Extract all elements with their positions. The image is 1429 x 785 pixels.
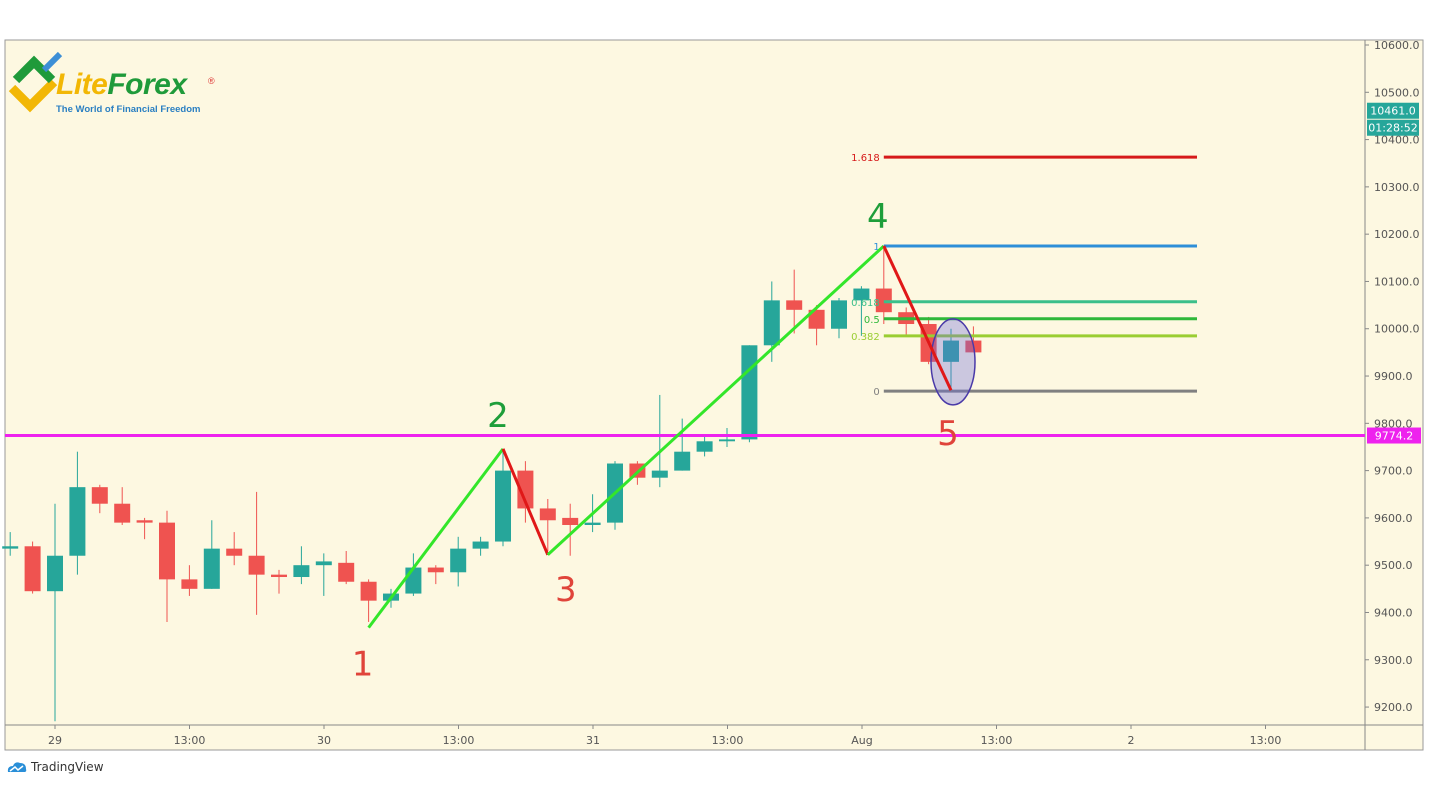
fib-level-label: 1	[873, 242, 879, 253]
time-tick-label: 13:00	[174, 734, 206, 747]
candle-body	[539, 508, 556, 521]
price-tick-label: 9500.0	[1374, 559, 1413, 572]
candle-body	[136, 520, 153, 523]
candle-body	[517, 470, 534, 509]
candle-body	[24, 546, 41, 592]
level-price-label: 9774.2	[1375, 430, 1414, 443]
price-tick-label: 10300.0	[1374, 181, 1420, 194]
candle-body	[315, 561, 332, 566]
candle-body	[674, 451, 691, 471]
wave-label-2: 2	[487, 396, 509, 436]
wave-segment	[501, 448, 550, 556]
candle-body	[562, 517, 579, 525]
candle-body	[584, 522, 601, 525]
fib-level-label: 0	[873, 387, 879, 398]
highlight-ellipse	[930, 318, 976, 406]
candle-body	[360, 581, 377, 601]
chart-background	[4, 39, 1424, 751]
wave-label-4: 4	[867, 197, 889, 237]
countdown-badge	[1367, 119, 1419, 136]
candle-body	[427, 567, 444, 573]
candle-body	[69, 487, 86, 556]
candle-body	[181, 579, 198, 589]
price-tick-label: 10200.0	[1374, 228, 1420, 241]
candle-body	[786, 300, 803, 310]
current-price-label: 10461.0	[1370, 105, 1416, 118]
candle-body	[47, 555, 63, 592]
logo-lite: Lite	[56, 68, 108, 101]
candle-body	[114, 503, 131, 523]
price-tick-label: 9200.0	[1374, 701, 1413, 714]
wave-segment	[882, 245, 953, 391]
candle-body	[159, 522, 175, 580]
tradingview-cloud-icon	[7, 762, 27, 772]
candle-body	[472, 541, 489, 549]
time-tick-label: 13:00	[443, 734, 475, 747]
candle-body	[293, 565, 310, 578]
time-tick-label: 31	[586, 734, 600, 747]
price-tick-label: 9600.0	[1374, 512, 1413, 525]
price-tick-label: 9900.0	[1374, 370, 1413, 383]
price-tick-label: 9800.0	[1374, 417, 1413, 430]
time-tick-label: 30	[317, 734, 331, 747]
candle-body	[651, 470, 668, 478]
wave-segment	[546, 244, 885, 556]
candle-body	[696, 441, 713, 452]
candle-body	[203, 548, 220, 589]
fib-level-label: 1.618	[851, 153, 880, 164]
price-tick-label: 10600.0	[1374, 39, 1420, 52]
candle-body	[741, 345, 758, 440]
fib-level-label: 0.5	[864, 315, 880, 326]
price-tick-label: 10500.0	[1374, 86, 1420, 99]
price-tick-label: 10000.0	[1374, 323, 1420, 336]
price-tick-label: 9400.0	[1374, 606, 1413, 619]
logo-registered: ®	[208, 76, 215, 86]
candle-body	[943, 340, 959, 362]
candle-body	[450, 548, 467, 573]
time-tick-label: 13:00	[981, 734, 1013, 747]
fib-level-label: 0.618	[851, 298, 880, 309]
time-tick-label: 2	[1128, 734, 1135, 747]
wave-segment	[367, 447, 505, 629]
candle-body	[248, 555, 265, 575]
fib-level-label: 0.382	[851, 332, 880, 343]
candle-body	[831, 300, 847, 329]
candle-body	[338, 562, 355, 582]
countdown-label: 01:28:52	[1368, 122, 1417, 135]
candle-body	[91, 487, 108, 504]
time-tick-label: 13:00	[1250, 734, 1282, 747]
time-tick-label: 29	[48, 734, 62, 747]
liteforex-logo-icon	[8, 51, 63, 113]
liteforex-logo: LiteForex ® The World of Financial Freed…	[8, 48, 228, 118]
tradingview-label: TradingView	[31, 760, 104, 774]
price-tick-label: 10400.0	[1374, 134, 1420, 147]
candle-body	[495, 470, 511, 542]
time-tick-label: Aug	[851, 734, 872, 747]
tradingview-brand[interactable]: TradingView	[6, 760, 104, 774]
price-tick-label: 10100.0	[1374, 275, 1420, 288]
price-tick-label: 9700.0	[1374, 465, 1413, 478]
price-tick-label: 9300.0	[1374, 654, 1413, 667]
wave-label-5: 5	[937, 414, 959, 454]
wave-label-1: 1	[352, 645, 374, 685]
logo-tagline: The World of Financial Freedom	[56, 104, 201, 115]
candle-body	[271, 574, 287, 578]
level-price-badge	[1367, 427, 1421, 444]
logo-forex: Forex	[107, 68, 187, 101]
candle-body	[405, 567, 422, 594]
time-tick-label: 13:00	[712, 734, 744, 747]
wave-label-3: 3	[555, 570, 577, 610]
candle-body	[808, 309, 825, 329]
candle-body	[853, 288, 870, 301]
candle-body	[719, 439, 735, 442]
candle-body	[2, 546, 19, 549]
current-price-badge	[1367, 102, 1419, 119]
logo-wordmark: LiteForex	[56, 68, 187, 102]
candle-body	[226, 548, 243, 556]
candle-body	[763, 300, 780, 346]
